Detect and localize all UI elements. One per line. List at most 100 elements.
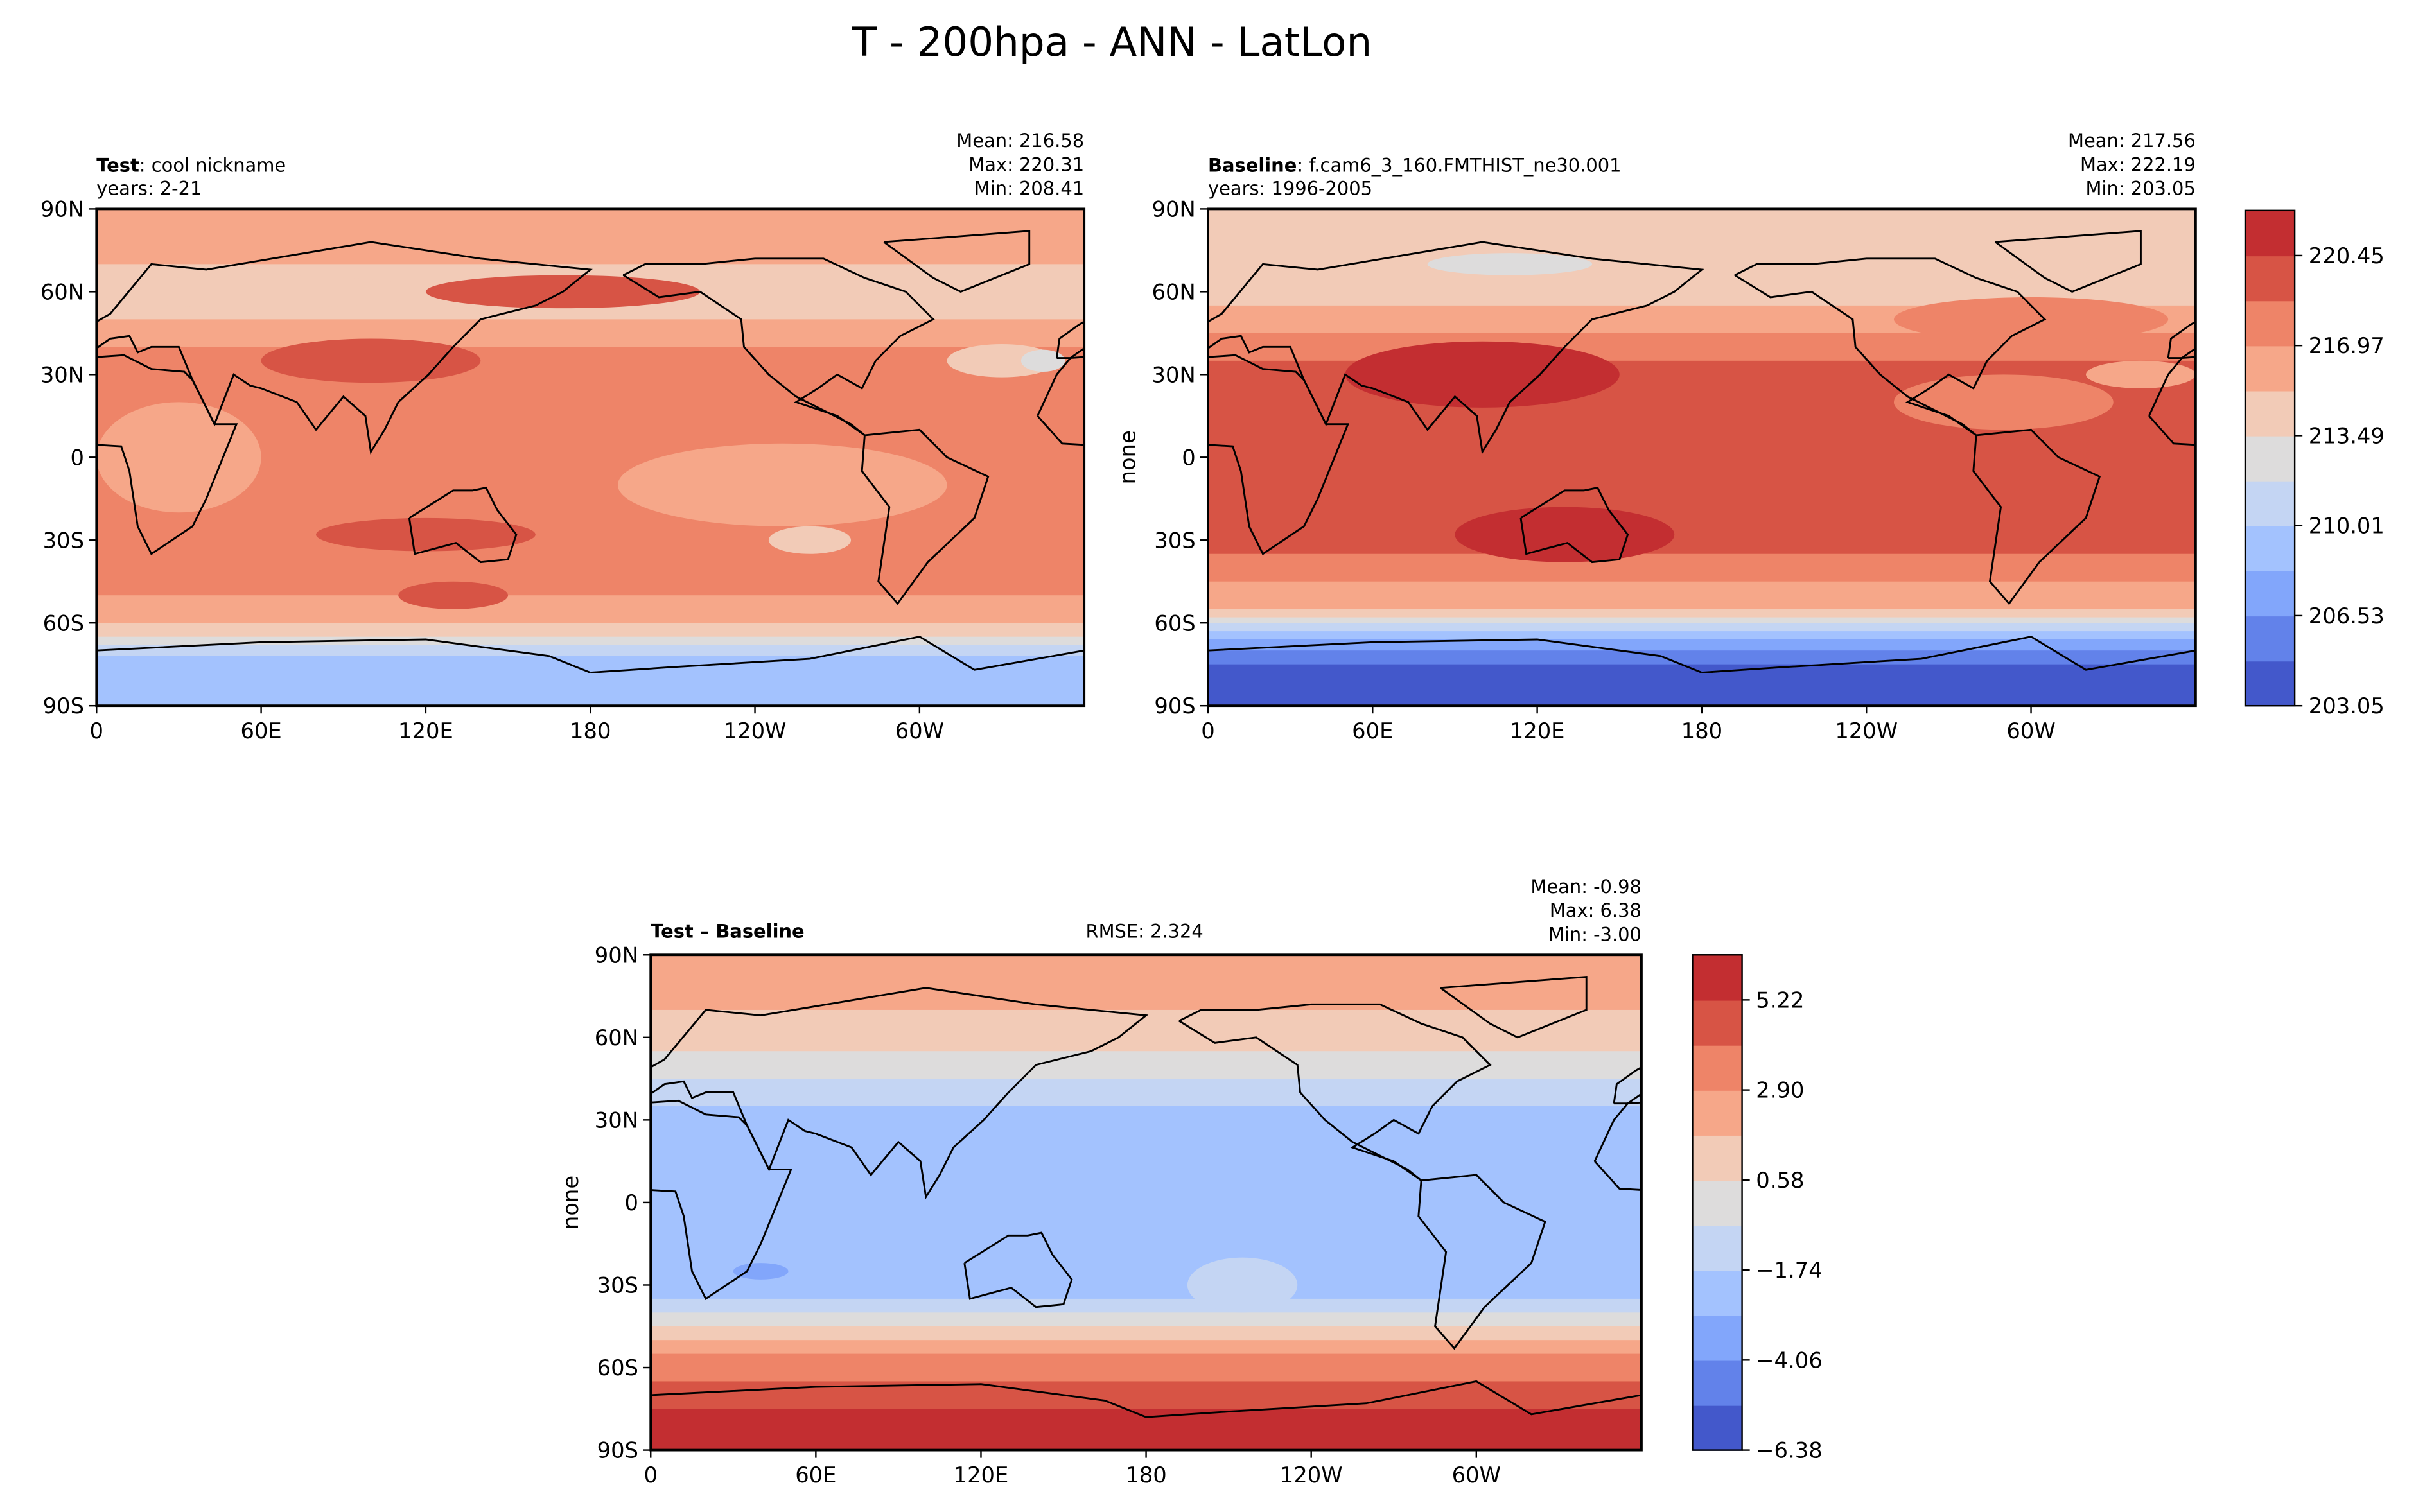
x-tick-label: 120E	[954, 1463, 1009, 1488]
colorbar-swatch	[2245, 615, 2295, 662]
contour-region	[1893, 297, 2169, 342]
contour-region	[1187, 1257, 1298, 1313]
panel-stat: Min: 208.41	[974, 178, 1084, 200]
contour-band	[96, 623, 1085, 638]
contour-region	[261, 338, 481, 383]
colorbar-swatch	[2245, 390, 2295, 437]
y-tick-label: 60N	[1152, 279, 1196, 304]
coastline-samerica	[0, 430, 1, 604]
coastline-samerica	[861, 428, 990, 605]
panel-test: 0 60E 120E 180 120W 60W 90N 60N 30N 0 30S 60S 90S Tes…	[0, 130, 1086, 743]
panel-label-rest: : f.cam6_3_160.FMTHIST_ne30.001	[1297, 155, 1621, 177]
y-tick-label: 90S	[597, 1438, 638, 1463]
colorbar-swatch	[2245, 570, 2295, 617]
figure-title: T - 200hpa - ANN - LatLon	[852, 19, 1372, 65]
y-tick-label: 0	[1182, 445, 1195, 470]
contour-band	[96, 209, 1085, 265]
contour-region	[1345, 341, 1620, 408]
y-tick-label: 30N	[595, 1108, 638, 1133]
coastline-eurasia	[651, 987, 1149, 1200]
colorbar-tick-label: 220.45	[2309, 243, 2385, 268]
coastline-antarctica	[1146, 1380, 1641, 1418]
coastline-antarctica	[590, 636, 1085, 674]
y-tick-label: 30S	[43, 528, 84, 553]
panel-stat: Mean: 217.56	[2068, 130, 2196, 152]
contour-band	[1208, 623, 2196, 632]
colorbar-tick-label: 203.05	[2309, 693, 2385, 718]
x-tick-label: 60W	[895, 718, 944, 743]
x-tick-label: 60E	[795, 1463, 836, 1488]
colorbar-swatch	[1692, 1134, 1742, 1181]
panel-label: Test – Baseline	[651, 921, 804, 943]
colorbar-swatch	[1692, 1360, 1742, 1406]
contour-region	[96, 275, 426, 309]
colorbar-tick-label: −4.06	[1756, 1348, 1822, 1373]
colorbar-swatch	[1692, 1315, 1742, 1361]
contour-band	[1208, 609, 2196, 618]
panel-rmse: RMSE: 2.324	[1086, 921, 1204, 943]
contour-band	[651, 1079, 1641, 1108]
x-tick-label: 180	[1125, 1463, 1166, 1488]
contour-band	[651, 955, 1641, 1011]
colorbar-tick-label: 5.22	[1756, 987, 1804, 1012]
panel-stat: Mean: -0.98	[1530, 876, 1641, 898]
coastline-africa	[96, 354, 238, 555]
y-tick-label: 60N	[40, 279, 84, 304]
colorbar-tick-label: −6.38	[1756, 1438, 1822, 1463]
contour-band	[651, 1312, 1641, 1327]
coastline-samerica	[1417, 1174, 1546, 1350]
y-tick-label: 30N	[1152, 362, 1196, 387]
y-tick-label: 60S	[1154, 611, 1195, 636]
coastline-namerica	[1178, 1003, 1492, 1181]
coastline-namerica	[622, 257, 935, 437]
contour-band	[96, 636, 1085, 646]
colorbar-swatch	[2245, 480, 2295, 526]
colorbar-frame	[2244, 209, 2296, 707]
contour-band	[651, 1381, 1641, 1410]
contour-band	[1208, 664, 2196, 706]
coastline-australia	[1519, 486, 1629, 564]
panel-stat: Max: 6.38	[1550, 899, 1641, 921]
colorbar-swatch	[2245, 210, 2295, 257]
colorbar-tick-label: −1.74	[1756, 1258, 1822, 1283]
colorbar-swatch	[2245, 435, 2295, 482]
colorbar-tick-label: 210.01	[2309, 514, 2385, 539]
map-test	[0, 209, 1085, 706]
colorbar-swatch	[2245, 661, 2295, 707]
colorbar-difference: −6.38 −4.06 −1.74 0.58 2.90 5.22	[1692, 954, 1823, 1463]
coastline-greenland	[450, 977, 595, 1038]
y-tick-label: 90N	[40, 196, 84, 222]
coastline-australia	[408, 486, 518, 564]
contour-region	[1893, 374, 2114, 430]
x-tick-label: 120W	[724, 718, 787, 743]
colorbar-swatch	[2245, 255, 2295, 302]
panel-label-bold: Test	[96, 155, 139, 177]
colorbar-swatch	[1692, 1224, 1742, 1271]
coastline-samerica	[428, 1175, 554, 1348]
contour-band	[651, 1340, 1641, 1355]
contour-band	[651, 1298, 1641, 1314]
y-tick-label: 0	[624, 1190, 638, 1215]
colorbar-swatch	[1692, 1270, 1742, 1316]
x-tick-label: 0	[1201, 718, 1214, 743]
contour-band	[651, 1009, 1641, 1052]
y-axis-label: none	[558, 1176, 583, 1230]
coastline-africa	[1208, 354, 1350, 555]
colorbar-swatch	[1692, 1045, 1742, 1091]
panel-label: Baseline: f.cam6_3_160.FMTHIST_ne30.001	[1208, 155, 1622, 177]
contour-band	[1208, 650, 2196, 665]
contour-region	[1455, 507, 1675, 562]
colorbar-baseline: 203.05 206.53 210.01 213.49 216.97 220.45	[2244, 209, 2385, 718]
colorbar-tick-label: 2.90	[1756, 1078, 1804, 1103]
x-tick-label: 120E	[1510, 718, 1565, 743]
coastline-greenland	[0, 231, 42, 292]
colorbar-tick-label: 213.49	[2309, 423, 2385, 448]
colorbar-swatch	[1692, 1090, 1742, 1136]
coastline-samerica	[1972, 428, 2101, 605]
contour-band	[96, 595, 1085, 624]
panel-label-rest: : cool nickname	[139, 155, 286, 177]
panel-baseline: 0 60E 120E 180 120W 60W 90N 60N 30N 0 30S 60S 90S non…	[1116, 130, 2385, 743]
coastline-greenland	[883, 230, 1031, 293]
coastline-eurasia	[1208, 241, 1704, 455]
